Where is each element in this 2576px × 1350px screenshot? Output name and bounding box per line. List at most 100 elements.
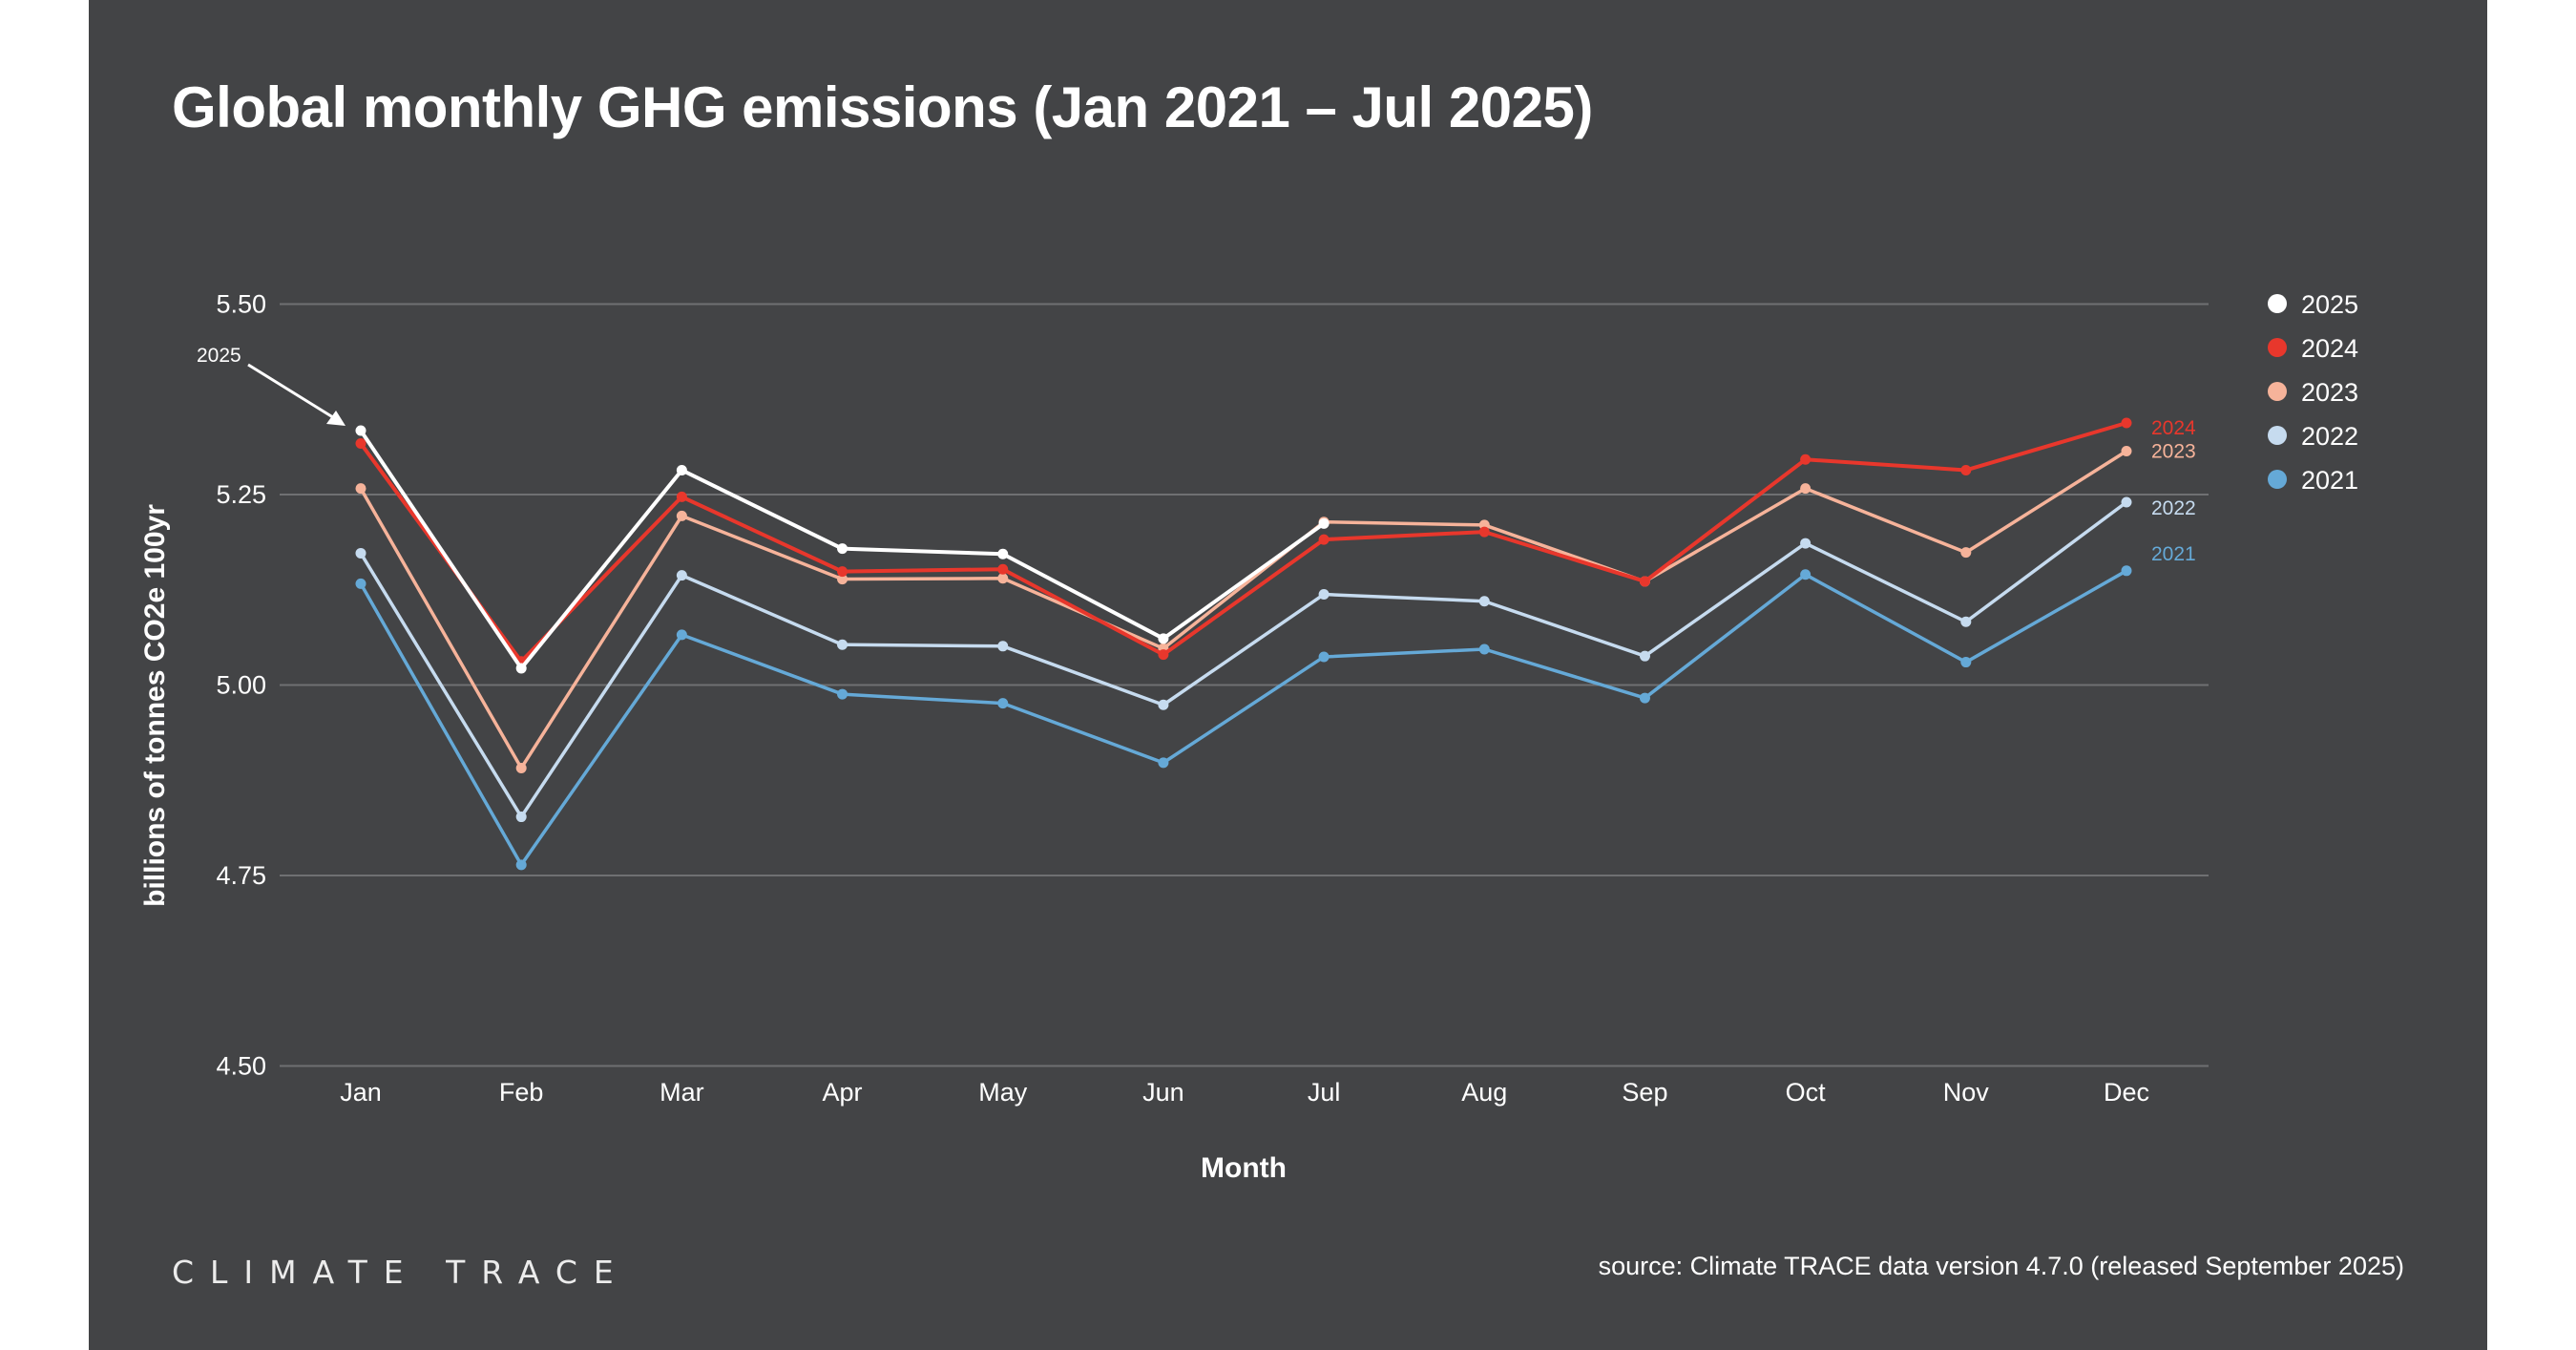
legend-item-2025[interactable]: 2025: [2268, 290, 2358, 319]
data-point-2024: [2121, 417, 2132, 429]
series-line-2023: [359, 450, 2127, 770]
data-point-2024: [1158, 649, 1169, 661]
x-tick-label: Jul: [1308, 1078, 1341, 1107]
legend-label: 2021: [2301, 466, 2358, 495]
data-point-2021: [676, 629, 687, 641]
legend-swatch-icon: [2268, 294, 2287, 313]
data-point-2021: [1158, 757, 1169, 769]
data-point-2024: [355, 438, 367, 450]
y-tick-label: 5.00: [216, 671, 266, 700]
data-point-2022: [2121, 496, 2132, 508]
y-tick-label: 5.50: [216, 290, 266, 319]
x-tick-label: Feb: [499, 1078, 544, 1107]
x-tick-label: Oct: [1786, 1078, 1827, 1107]
data-point-2025: [676, 464, 687, 475]
data-point-2021: [1960, 657, 1972, 668]
x-tick-label: May: [978, 1078, 1028, 1107]
end-label-2023: 2023: [2151, 441, 2196, 463]
legend-swatch-icon: [2268, 426, 2287, 445]
x-tick-label: Jan: [340, 1078, 382, 1107]
gridlines: [280, 303, 2209, 1067]
data-point-2022: [1960, 616, 1972, 627]
data-point-2022: [1318, 589, 1330, 601]
annotation: 2025: [197, 345, 346, 426]
data-point-2024: [1960, 464, 1972, 475]
legend-label: 2024: [2301, 334, 2358, 363]
series-2021: [355, 565, 2132, 871]
series-line-2024: [359, 421, 2127, 664]
annotation-arrowhead-icon: [326, 411, 346, 426]
source-note: source: Climate TRACE data version 4.7.0…: [1598, 1252, 2404, 1280]
y-tick-label: 4.75: [216, 861, 266, 890]
y-tick-label: 4.50: [216, 1052, 266, 1081]
data-point-2022: [355, 547, 367, 559]
data-point-2023: [1800, 483, 1812, 495]
data-point-2022: [1800, 538, 1812, 549]
data-point-2024: [676, 491, 687, 502]
data-point-2023: [355, 483, 367, 495]
data-point-2025: [515, 663, 527, 674]
data-point-2023: [676, 510, 687, 521]
end-label-2021: 2021: [2151, 543, 2196, 565]
legend-item-2023[interactable]: 2023: [2268, 378, 2358, 407]
end-label-2024: 2024: [2151, 417, 2196, 439]
data-point-2023: [1960, 547, 1972, 559]
chart-title: Global monthly GHG emissions (Jan 2021 –…: [172, 75, 1593, 139]
data-point-2025: [997, 548, 1009, 559]
data-point-2024: [1318, 534, 1330, 545]
annotation-arrow-line: [247, 363, 337, 421]
legend-item-2022[interactable]: 2022: [2268, 422, 2358, 451]
data-point-2023: [2121, 446, 2132, 457]
legend: 2025 2024 2023 2022 2021: [2268, 290, 2358, 495]
end-label-2022: 2022: [2151, 497, 2196, 519]
x-axis-title: Month: [1201, 1152, 1287, 1184]
y-axis-title: billions of tonnes CO2e 100yr: [139, 504, 171, 907]
x-tick-label: Sep: [1622, 1078, 1667, 1107]
y-axis-ticks: 4.50 4.75 5.00 5.25 5.50: [216, 290, 266, 1081]
climate-trace-logo: CLIMATE TRACE: [172, 1254, 630, 1291]
legend-item-2024[interactable]: 2024: [2268, 334, 2358, 363]
data-point-2021: [1478, 643, 1490, 655]
data-point-2021: [2121, 565, 2132, 577]
legend-label: 2022: [2301, 422, 2358, 451]
data-point-2021: [837, 688, 848, 700]
data-point-2021: [515, 859, 527, 871]
data-point-2024: [997, 563, 1009, 575]
data-point-2025: [837, 543, 848, 555]
data-point-2024: [1639, 576, 1650, 587]
data-point-2024: [837, 566, 848, 578]
x-axis-ticks: Jan Feb Mar Apr May Jun Jul Aug Sep Oct Nov Dec: [340, 1078, 2149, 1107]
data-point-2022: [1478, 596, 1490, 607]
legend-swatch-icon: [2268, 338, 2287, 357]
data-point-2021: [355, 578, 367, 589]
data-point-2022: [997, 641, 1009, 652]
data-point-2025: [1318, 517, 1330, 529]
legend-label: 2023: [2301, 378, 2358, 407]
data-point-2022: [515, 812, 527, 823]
data-point-2022: [1158, 699, 1169, 710]
data-point-2025: [355, 425, 367, 436]
data-point-2024: [1478, 526, 1490, 538]
x-tick-label: Mar: [660, 1078, 704, 1107]
series-2022: [355, 496, 2132, 823]
legend-label: 2025: [2301, 290, 2358, 319]
data-point-2022: [1639, 650, 1650, 662]
data-point-2023: [997, 573, 1009, 584]
data-point-2021: [1318, 651, 1330, 663]
data-point-2023: [837, 574, 848, 585]
data-point-2024: [1800, 454, 1812, 465]
legend-swatch-icon: [2268, 382, 2287, 401]
series-2024: [355, 417, 2132, 667]
chart-panel: [89, 0, 2487, 1350]
data-point-2022: [676, 570, 687, 581]
legend-item-2021[interactable]: 2021: [2268, 466, 2358, 495]
x-tick-label: Dec: [2104, 1078, 2149, 1107]
annotation-label: 2025: [197, 345, 241, 367]
series-line-2022: [359, 500, 2128, 819]
data-point-2021: [1800, 569, 1812, 580]
x-tick-label: Aug: [1461, 1078, 1507, 1107]
data-point-2022: [837, 639, 848, 650]
x-tick-label: Jun: [1142, 1078, 1184, 1107]
